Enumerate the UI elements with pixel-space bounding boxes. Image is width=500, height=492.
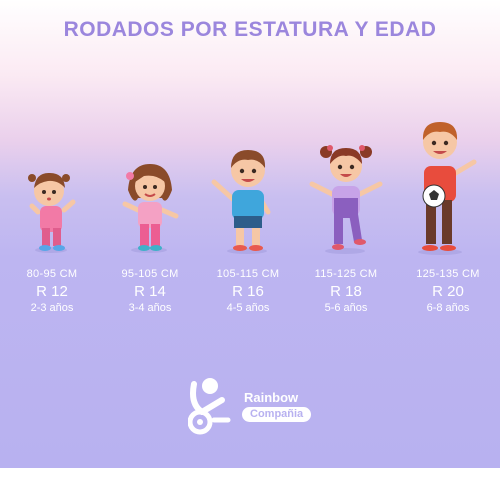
height-range: 105-115 CM xyxy=(216,268,280,280)
height-range: 80-95 CM xyxy=(26,268,78,280)
height-range: 95-105 CM xyxy=(121,268,179,280)
rodado-label: R 18 xyxy=(330,283,362,300)
age-range: 3-4 años xyxy=(128,302,172,314)
age-range: 2-3 años xyxy=(30,302,74,314)
age-range: 4-5 años xyxy=(226,302,270,314)
size-column: 95-105 CM R 14 3-4 años xyxy=(100,268,200,314)
size-column: 115-125 CM R 18 5-6 años xyxy=(296,268,396,314)
age-range: 5-6 años xyxy=(324,302,368,314)
height-range: 125-135 CM xyxy=(416,268,480,280)
size-column: 125-135 CM R 20 6-8 años xyxy=(398,268,498,314)
rodado-label: R 14 xyxy=(134,283,166,300)
rodado-label: R 12 xyxy=(36,283,68,300)
boy-icon xyxy=(198,110,298,260)
size-column: 80-95 CM R 12 2-3 años xyxy=(2,268,102,314)
page-title: RODADOS POR ESTATURA Y EDAD xyxy=(63,18,437,41)
height-range: 115-125 CM xyxy=(314,268,378,280)
brand-subtitle: Compañia xyxy=(242,407,312,422)
size-column: 105-115 CM R 16 4-5 años xyxy=(198,268,298,314)
rodado-label: R 16 xyxy=(232,283,264,300)
rodado-label: R 20 xyxy=(432,283,464,300)
brand-logo: Rainbow Compañia xyxy=(187,376,318,436)
boy-soccer-ball-icon xyxy=(398,110,498,260)
infographic-card: RODADOS POR ESTATURA Y EDAD xyxy=(0,0,500,468)
rainbow-logo-icon xyxy=(187,378,231,435)
toddler-girl-icon xyxy=(2,110,102,260)
girl-icon xyxy=(100,110,200,260)
age-range: 6-8 años xyxy=(426,302,470,314)
girl-pigtails-icon xyxy=(296,110,396,260)
brand-name: Rainbow xyxy=(244,390,299,405)
